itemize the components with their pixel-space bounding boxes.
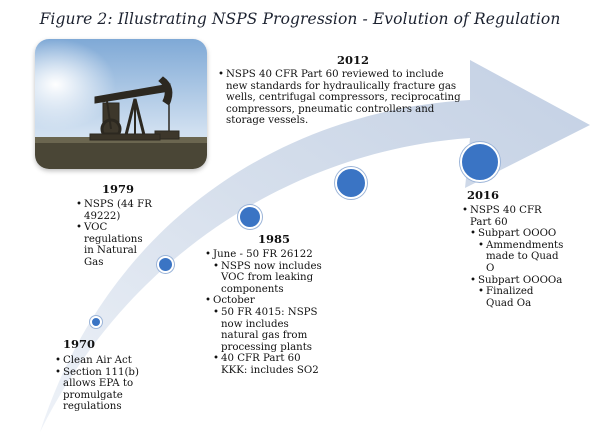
milestone-item: Section 111(b) allows EPA to promulgate …	[55, 367, 145, 413]
milestone-item: NSPS (44 FR 49222)	[76, 199, 164, 222]
milestone-item: NSPS now includes VOC from leaking compo…	[213, 261, 327, 296]
arrow-shape	[40, 60, 590, 432]
milestone-item: October	[205, 295, 327, 307]
milestone-1970-text: Clean Air Act Section 111(b) allows EPA …	[55, 355, 145, 413]
year-2012: 2012	[337, 53, 370, 67]
milestone-dot-2016	[460, 142, 500, 182]
milestone-item: 40 CFR Part 60 KKK: includes SO2	[213, 353, 327, 376]
milestone-item: NSPS 40 CFR Part 60	[462, 205, 550, 228]
milestone-1979-text: NSPS (44 FR 49222) VOC regulations in Na…	[76, 199, 164, 269]
milestone-item: Ammendments made to Quad O	[478, 240, 570, 275]
pumpjack-photo	[35, 39, 207, 169]
milestone-1985-text: June - 50 FR 26122 NSPS now includes VOC…	[205, 249, 327, 377]
year-1970: 1970	[63, 337, 96, 351]
milestone-item: Subpart OOOO	[470, 228, 580, 240]
milestone-2012-text: NSPS 40 CFR Part 60 reviewed to include …	[218, 69, 468, 127]
milestone-item: NSPS 40 CFR Part 60 reviewed to include …	[218, 69, 468, 127]
year-1979: 1979	[102, 182, 135, 196]
year-1985: 1985	[258, 232, 291, 246]
year-2016: 2016	[467, 188, 500, 202]
milestone-item: June - 50 FR 26122	[205, 249, 327, 261]
milestone-item: Clean Air Act	[55, 355, 145, 367]
milestone-item: 50 FR 4015: NSPS now includes natural ga…	[213, 307, 327, 353]
milestone-item: VOC regulations in Natural Gas	[76, 222, 150, 268]
figure-title: Figure 2: Illustrating NSPS Progression …	[39, 10, 561, 28]
milestone-dot-1985	[238, 205, 262, 229]
milestone-item: Finalized Quad Oa	[478, 286, 556, 309]
milestone-2016-text: NSPS 40 CFR Part 60 Subpart OOOO Ammendm…	[462, 205, 580, 309]
milestone-dot-1979	[157, 256, 174, 273]
milestone-dot-1970	[90, 316, 102, 328]
milestone-item: Subpart OOOOa	[470, 275, 580, 287]
milestone-dot-2012	[335, 167, 367, 199]
